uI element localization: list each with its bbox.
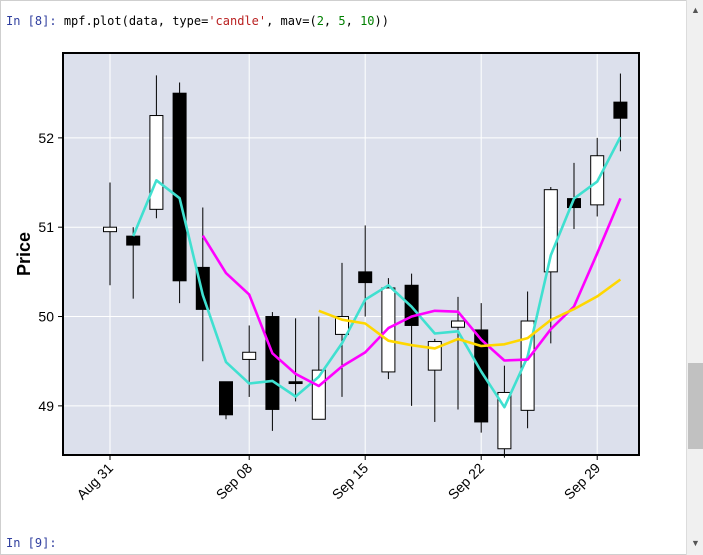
x-tick-label: Aug 31 xyxy=(73,460,116,503)
code-str-candle: 'candle' xyxy=(208,14,267,28)
candle-body-down xyxy=(219,381,233,416)
code-num-2: 5 xyxy=(338,14,346,28)
moving-average-5-line xyxy=(201,197,622,388)
scroll-down-arrow-icon[interactable]: ▼ xyxy=(691,538,700,548)
y-tick-label: 51 xyxy=(38,219,54,235)
candle-body-down xyxy=(474,329,489,423)
vertical-scrollbar[interactable]: ▲ ▼ xyxy=(686,0,703,555)
code-num-3: 10 xyxy=(360,14,375,28)
next-input-prompt: In [9]: xyxy=(6,536,57,550)
x-tick-label: Sep 08 xyxy=(213,460,256,503)
input-cell-code[interactable]: In [8]: mpf.plot(data, type='candle', ma… xyxy=(6,14,389,28)
candle-body-down xyxy=(613,101,628,119)
y-axis-label: Price xyxy=(14,232,34,276)
y-tick-label: 50 xyxy=(38,309,54,325)
candlestick-chart: 49 50 51 52 Aug 31 Sep 08 Sep 15 Sep 22 Sep 29 Pr… xyxy=(14,52,640,503)
code-comma-1: , xyxy=(323,14,339,28)
y-tick-label: 52 xyxy=(38,130,54,146)
scrollbar-thumb[interactable] xyxy=(688,363,703,449)
scroll-up-arrow-icon[interactable]: ▲ xyxy=(691,5,700,15)
candle-body-down xyxy=(358,271,373,284)
y-tick-label: 49 xyxy=(38,398,54,414)
candle-body-up xyxy=(497,391,512,450)
code-end: )) xyxy=(374,14,389,28)
candle-body-down xyxy=(126,235,141,246)
code-kw-type: type= xyxy=(172,14,209,28)
candle-body-down xyxy=(172,92,187,282)
candle-body-up xyxy=(149,115,164,210)
x-tick-label: Sep 29 xyxy=(561,460,604,503)
x-tick-label: Sep 22 xyxy=(445,460,488,503)
code-sep: , mav=( xyxy=(266,14,317,28)
candle-body-down xyxy=(265,316,280,410)
plot-frame xyxy=(62,52,640,456)
x-tick-label: Sep 15 xyxy=(329,460,372,503)
code-comma-2: , xyxy=(345,14,361,28)
candle-body-down xyxy=(288,381,303,385)
code-call: mpf.plot(data, xyxy=(63,14,173,28)
candle-body-up xyxy=(451,320,465,328)
candle-body-up xyxy=(103,226,117,233)
moving-average-10-line xyxy=(318,278,622,350)
code-num-1: 2 xyxy=(316,14,324,28)
moving-average-2-line xyxy=(131,136,622,409)
next-input-cell[interactable]: In [9]: xyxy=(6,536,57,550)
candle-body-up xyxy=(242,351,257,360)
input-prompt: In [8]: xyxy=(6,14,57,28)
candle-body-up xyxy=(543,189,558,273)
